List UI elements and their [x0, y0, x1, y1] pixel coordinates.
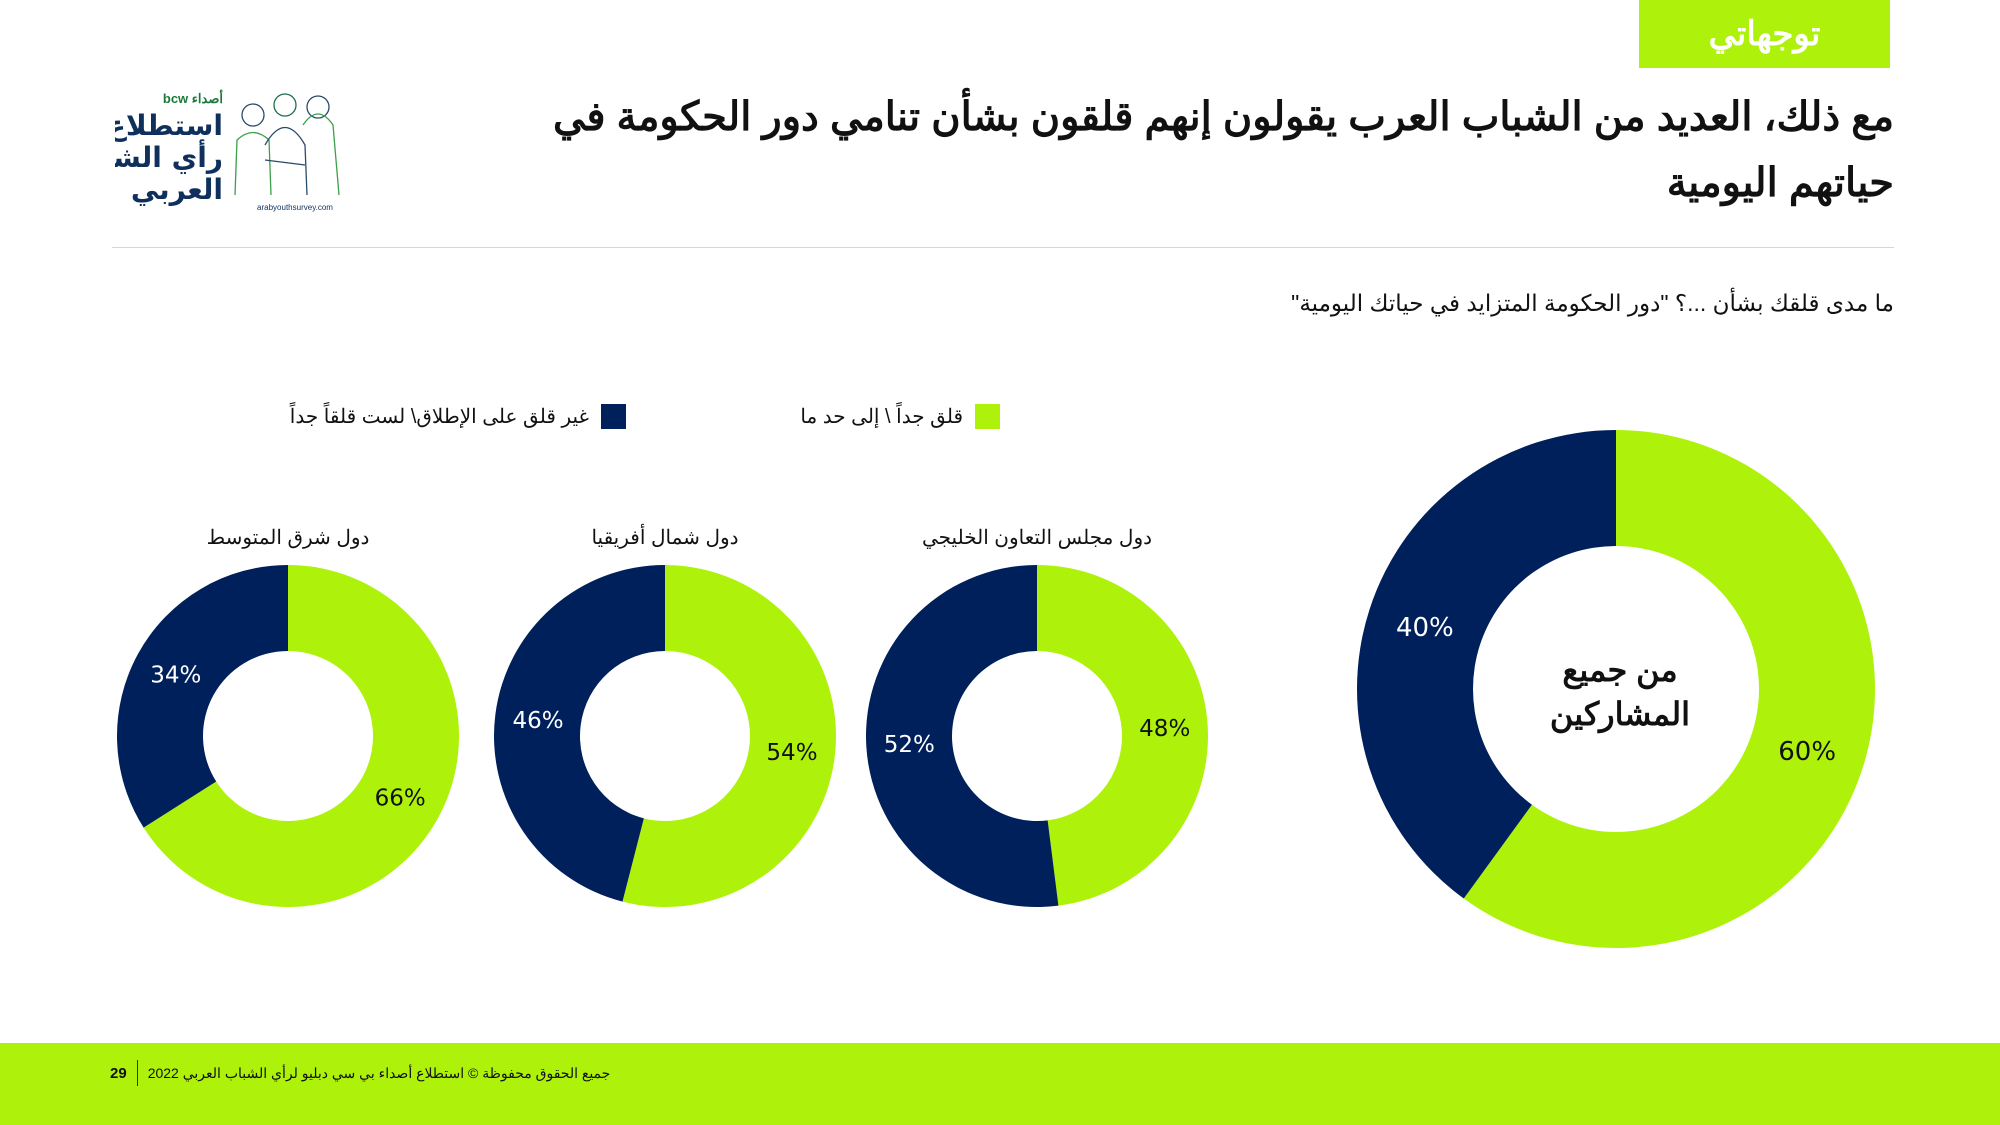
svg-text:bcw أصداء: bcw أصداء	[163, 90, 223, 106]
donut-2-label-0: 54%	[766, 740, 817, 766]
legend-item-not-concerned: غير قلق على الإطلاق\ لست قلقاً جداً	[290, 403, 626, 429]
legend-item-concerned: قلق جداً \ إلى حد ما	[800, 403, 1000, 429]
footer: 29 جميع الحقوق محفوظة © استطلاع أصداء بي…	[110, 1060, 610, 1086]
section-tag: توجهاتي	[1639, 0, 1890, 68]
donut-3-label-1: 34%	[150, 662, 201, 688]
donut-2-slice-not-concerned	[493, 565, 665, 902]
legend-swatch-not-concerned	[601, 403, 626, 429]
donut-2-slice-concerned	[622, 565, 836, 907]
donut-3-slice-not-concerned	[116, 565, 288, 828]
donut-charts: 60% 40% من جميع المشاركين 48% 52% دول مجلس الت…	[116, 430, 1876, 949]
donut-3-slice-concerned	[143, 565, 459, 908]
donut-0-center-title: المشاركين	[1550, 696, 1690, 734]
donut-3-title: دول شرق المتوسط	[207, 527, 370, 549]
donut-2-label-1: 46%	[512, 708, 563, 734]
svg-text:arabyouthsurvey.com: arabyouthsurvey.com	[257, 203, 333, 212]
donut-1-slice-concerned	[1037, 565, 1209, 906]
donut-0-slice-concerned	[1463, 430, 1876, 949]
copyright-text: جميع الحقوق محفوظة © استطلاع أصداء بي سي…	[147, 1064, 611, 1081]
donut-2-title: دول شمال أفريقيا	[591, 523, 738, 549]
donut-1-slice-not-concerned	[866, 564, 1059, 907]
svg-text:استطلاع: استطلاع	[115, 109, 223, 142]
donut-1-label-1: 52%	[884, 732, 935, 758]
divider	[112, 247, 1894, 248]
svg-text:العربي: العربي	[131, 173, 223, 206]
donut-3-label-0: 66%	[375, 786, 426, 812]
donut-0-label-0: 60%	[1778, 737, 1836, 767]
donut-1-label-0: 48%	[1139, 716, 1190, 742]
survey-question: ما مدى قلقك بشأن ...؟ "دور الحكومة المتز…	[1291, 290, 1894, 316]
donut-0-label-1: 40%	[1396, 613, 1454, 643]
page-number: 29	[110, 1064, 127, 1082]
donut-0-slice-not-concerned	[1357, 430, 1616, 899]
donut-1-title: دول مجلس التعاون الخليجي	[922, 527, 1152, 549]
footer-bar	[0, 1043, 2000, 1125]
page-title: مع ذلك، العديد من الشباب العرب يقولون إن…	[552, 95, 1894, 205]
legend-swatch-concerned	[975, 403, 1000, 429]
donut-0-center-title: من جميع	[1562, 652, 1677, 690]
footer-separator	[136, 1060, 138, 1086]
legend-label-concerned: قلق جداً \ إلى حد ما	[800, 405, 963, 428]
legend-label-not-concerned: غير قلق على الإطلاق\ لست قلقاً جداً	[289, 405, 589, 428]
